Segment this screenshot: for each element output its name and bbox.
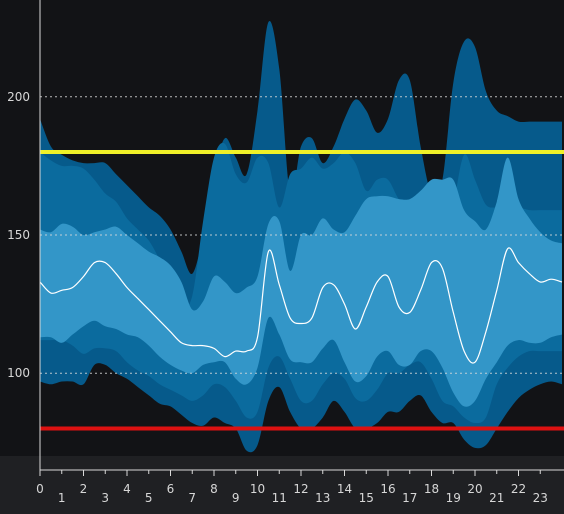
x-tick-label: 1 <box>58 491 66 505</box>
band-3 <box>40 157 562 407</box>
x-tick-label: 21 <box>489 491 504 505</box>
x-tick-label: 3 <box>101 491 109 505</box>
x-tick-label: 9 <box>232 491 240 505</box>
y-tick-label: 100 <box>7 366 30 380</box>
x-tick-label: 2 <box>80 482 88 496</box>
x-tick-label: 15 <box>359 491 374 505</box>
x-tick-label: 7 <box>188 491 196 505</box>
x-tick-label: 23 <box>533 491 548 505</box>
series-layer <box>39 247 563 364</box>
x-tick-label: 8 <box>210 482 218 496</box>
x-tick-label: 20 <box>467 482 482 496</box>
y-tick-label: 200 <box>7 90 30 104</box>
x-tick-label: 14 <box>337 482 352 496</box>
grid-layer <box>40 96 564 374</box>
series-line-1 <box>39 247 563 364</box>
x-tick-label: 11 <box>272 491 287 505</box>
x-tick-label: 16 <box>380 482 395 496</box>
x-tick-label: 4 <box>123 482 131 496</box>
x-axis-band <box>0 456 564 514</box>
x-tick-label: 18 <box>424 482 439 496</box>
y-axis-ticks: 100 150 200 <box>7 90 30 380</box>
y-tick-label: 150 <box>7 228 30 242</box>
x-tick-label: 13 <box>315 491 330 505</box>
x-tick-label: 22 <box>511 482 526 496</box>
x-tick-label: 5 <box>145 491 153 505</box>
reference-lines <box>40 150 564 431</box>
x-tick-label: 0 <box>36 482 44 496</box>
x-tick-label: 12 <box>293 482 308 496</box>
x-tick-label: 6 <box>167 482 175 496</box>
x-tick-label: 10 <box>250 482 265 496</box>
x-tick-label: 17 <box>402 491 417 505</box>
x-tick-label: 19 <box>446 491 461 505</box>
bands-layer <box>40 20 562 453</box>
